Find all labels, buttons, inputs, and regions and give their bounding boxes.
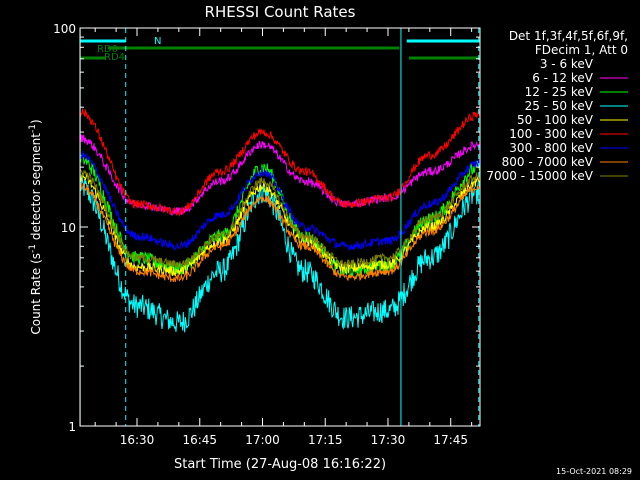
x-axis-label: Start Time (27-Aug-08 16:16:22): [174, 457, 386, 472]
legend-label-12-25-kev: 12 - 25 keV: [525, 85, 594, 99]
legend-label-50-100-kev: 50 - 100 keV: [517, 113, 594, 127]
series-line-12-25-kev: [79, 152, 481, 277]
series-line-300-800-kev: [79, 151, 481, 251]
y-tick-label: 1: [68, 420, 76, 434]
legend-label-100-300-kev: 100 - 300 keV: [509, 127, 593, 141]
legend-label-3-6-kev: 3 - 6 keV: [540, 57, 594, 71]
series-line-800-7000-kev: [79, 182, 481, 283]
legend-label-300-800-kev: 300 - 800 keV: [509, 141, 593, 155]
y-axis-label-mid: detector segment: [29, 133, 43, 244]
y-axis-label-sup2: -1: [28, 124, 38, 133]
legend-header-line2: FDecim 1, Att 0: [535, 43, 628, 57]
x-tick-label: 17:45: [433, 433, 468, 447]
y-axis-label-sup1: -1: [28, 244, 38, 253]
series-line-50-100-kev: [79, 172, 481, 277]
flag-label-n: N: [154, 36, 161, 47]
date-stamp: 15-Oct-2021 08:29: [556, 467, 632, 476]
x-tick-label: 16:45: [182, 433, 217, 447]
series-line-6-12-kev: [79, 134, 481, 216]
y-axis-label-end: ): [29, 119, 43, 124]
legend-header-line1: Det 1f,3f,4f,5f,6f,9f,: [509, 29, 628, 43]
series-layer: [79, 108, 481, 333]
x-tick-label: 16:30: [120, 433, 155, 447]
legend-label-25-50-kev: 25 - 50 keV: [525, 99, 594, 113]
y-axis-label: Count Rate (s-1 detector segment-1): [28, 119, 43, 334]
flag-label-rd4: RD4: [104, 52, 125, 63]
x-tick-label: 17:00: [245, 433, 280, 447]
y-tick-label: 100: [53, 22, 76, 36]
series-line-25-50-kev: [79, 174, 481, 333]
legend-label-800-7000-kev: 800 - 7000 keV: [502, 155, 594, 169]
y-axis-label-main: Count Rate (s: [29, 253, 43, 335]
x-tick-label: 17:30: [371, 433, 406, 447]
legend-label-6-12-kev: 6 - 12 keV: [532, 71, 594, 85]
chart-title: RHESSI Count Rates: [205, 3, 356, 21]
flag-label-rd0: RD0: [97, 44, 118, 55]
x-tick-label: 17:15: [308, 433, 343, 447]
axis-layer: 16:30 16:45 17:00 17:15 17:30 17:45 1 10 100: [53, 22, 480, 447]
legend: Det 1f,3f,4f,5f,6f,9f, FDecim 1, Att 0 3…: [486, 29, 628, 183]
y-tick-label: 10: [61, 221, 76, 235]
series-line-100-300-kev: [79, 108, 481, 217]
legend-label-7000-15000-kev: 7000 - 15000 keV: [486, 169, 593, 183]
series-line-7000-15000-kev: [79, 167, 481, 269]
